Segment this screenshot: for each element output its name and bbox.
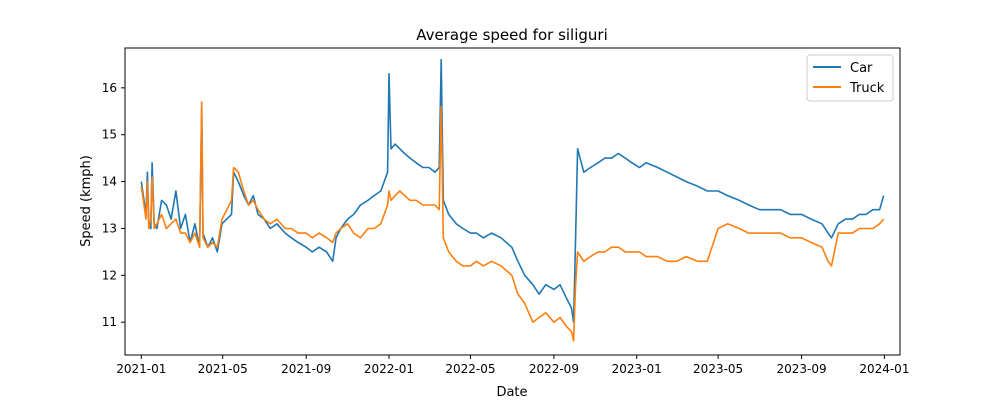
- legend-label-truck: Truck: [849, 81, 885, 96]
- series-line-car: [140, 58, 885, 324]
- y-tick-label: 11: [102, 315, 117, 329]
- y-tick-label: 12: [102, 268, 117, 282]
- series-line-truck: [140, 101, 885, 342]
- x-tick-label: 2021-01: [116, 362, 166, 376]
- y-axis: 11 12 13 14 15 16: [102, 81, 125, 329]
- x-tick-label: 2022-09: [529, 362, 579, 376]
- chart-title: Average speed for siliguri: [416, 26, 608, 44]
- plot-frame: [124, 47, 901, 356]
- y-tick-label: 15: [102, 128, 117, 142]
- x-tick-label: 2023-01: [612, 362, 662, 376]
- y-tick-label: 16: [102, 81, 117, 95]
- x-tick-label: 2022-01: [364, 362, 414, 376]
- x-tick-label: 2021-05: [198, 362, 248, 376]
- x-axis: 2021-01 2021-05 2021-09 2022-01 2022-05 2022-…: [116, 355, 909, 376]
- x-tick-label: 2024-01: [859, 362, 909, 376]
- y-tick-label: 14: [102, 175, 117, 189]
- x-tick-label: 2023-05: [693, 362, 743, 376]
- x-tick-label: 2022-05: [445, 362, 495, 376]
- y-tick-label: 13: [102, 221, 117, 235]
- x-axis-title: Date: [496, 385, 527, 400]
- legend-label-car: Car: [850, 61, 873, 76]
- x-tick-label: 2023-09: [777, 362, 827, 376]
- x-tick-label: 2021-09: [281, 362, 331, 376]
- y-axis-title: Speed (kmph): [79, 155, 94, 247]
- legend: Car Truck: [806, 54, 894, 102]
- series-layer: [140, 58, 885, 342]
